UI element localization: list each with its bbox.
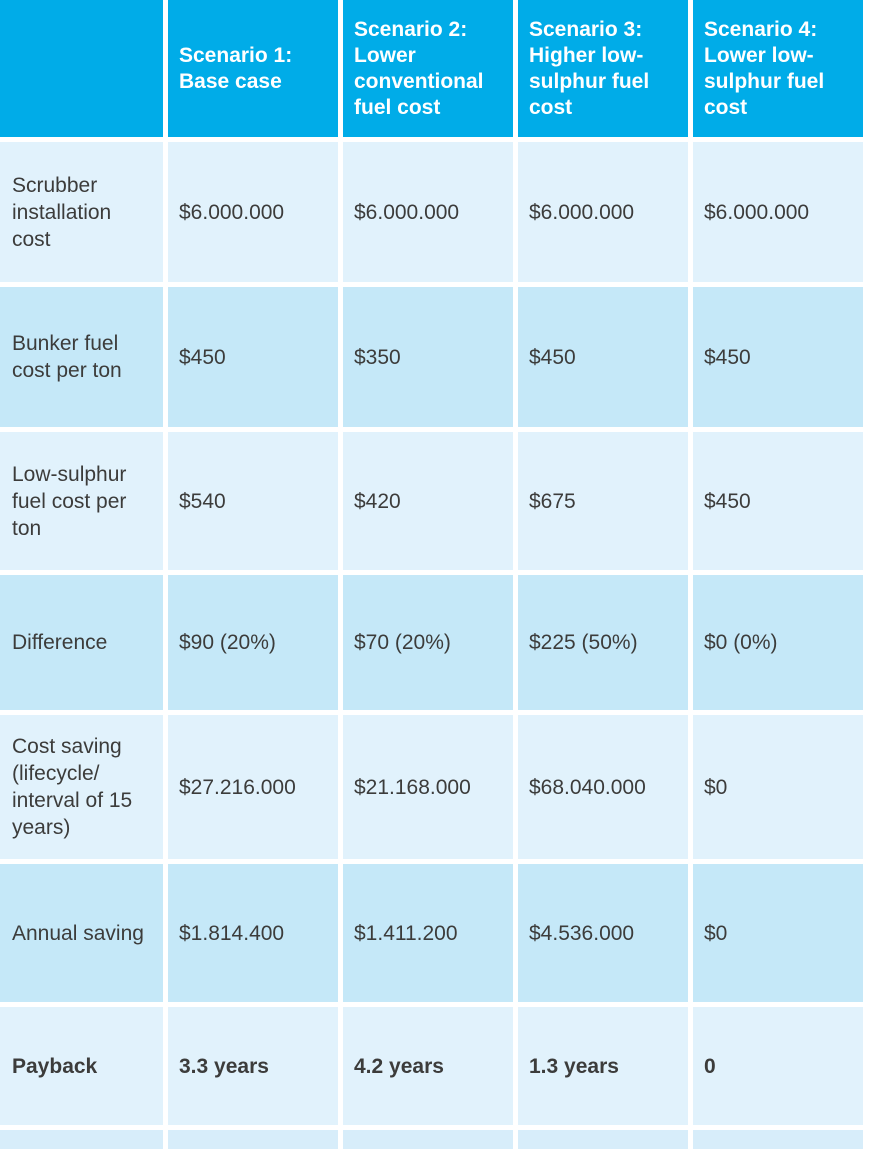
data-cell: $540 — [168, 432, 338, 570]
data-cell: $0 — [693, 864, 863, 1002]
data-cell: $27.216.000 — [168, 715, 338, 859]
row-label: Difference — [0, 575, 163, 710]
data-cell — [693, 1130, 863, 1149]
row-label: Low-sulphur fuel cost per ton — [0, 432, 163, 570]
header-cell-scenario-2: Scenario 2: Lower conventional fuel cost — [343, 0, 513, 137]
data-cell: $1.814.400 — [168, 864, 338, 1002]
data-cell — [518, 1130, 688, 1149]
row-label: Payback — [0, 1007, 163, 1125]
data-cell: $6.000.000 — [693, 142, 863, 282]
data-cell: 3.3 years — [168, 1007, 338, 1125]
data-cell: $6.000.000 — [168, 142, 338, 282]
header-cell-scenario-3: Scenario 3: Higher low-sulphur fuel cost — [518, 0, 688, 137]
data-cell: $90 (20%) — [168, 575, 338, 710]
data-cell: $450 — [168, 287, 338, 427]
data-cell: $450 — [693, 287, 863, 427]
row-label: Bunker fuel cost per ton — [0, 287, 163, 427]
data-cell — [0, 1130, 163, 1149]
corner-cell — [0, 0, 163, 137]
data-cell: $68.040.000 — [518, 715, 688, 859]
data-cell: $70 (20%) — [343, 575, 513, 710]
data-cell: $0 (0%) — [693, 575, 863, 710]
row-label: Annual saving — [0, 864, 163, 1002]
data-cell: 0 — [693, 1007, 863, 1125]
header-cell-scenario-4: Scenario 4: Lower low-sulphur fuel cost — [693, 0, 863, 137]
data-cell: $0 — [693, 715, 863, 859]
row-label: Cost saving (lifecycle/ interval of 15 y… — [0, 715, 163, 859]
data-cell: $450 — [693, 432, 863, 570]
data-cell: $675 — [518, 432, 688, 570]
data-cell: $21.168.000 — [343, 715, 513, 859]
data-cell: $350 — [343, 287, 513, 427]
data-cell: $6.000.000 — [518, 142, 688, 282]
data-cell: $420 — [343, 432, 513, 570]
data-cell: 4.2 years — [343, 1007, 513, 1125]
data-cell: $225 (50%) — [518, 575, 688, 710]
data-cell — [343, 1130, 513, 1149]
data-cell: $6.000.000 — [343, 142, 513, 282]
row-label: Scrubber installation cost — [0, 142, 163, 282]
data-cell: $1.411.200 — [343, 864, 513, 1002]
data-cell: 1.3 years — [518, 1007, 688, 1125]
header-cell-scenario-1: Scenario 1: Base case — [168, 0, 338, 137]
data-cell: $450 — [518, 287, 688, 427]
data-cell: $4.536.000 — [518, 864, 688, 1002]
data-cell — [168, 1130, 338, 1149]
